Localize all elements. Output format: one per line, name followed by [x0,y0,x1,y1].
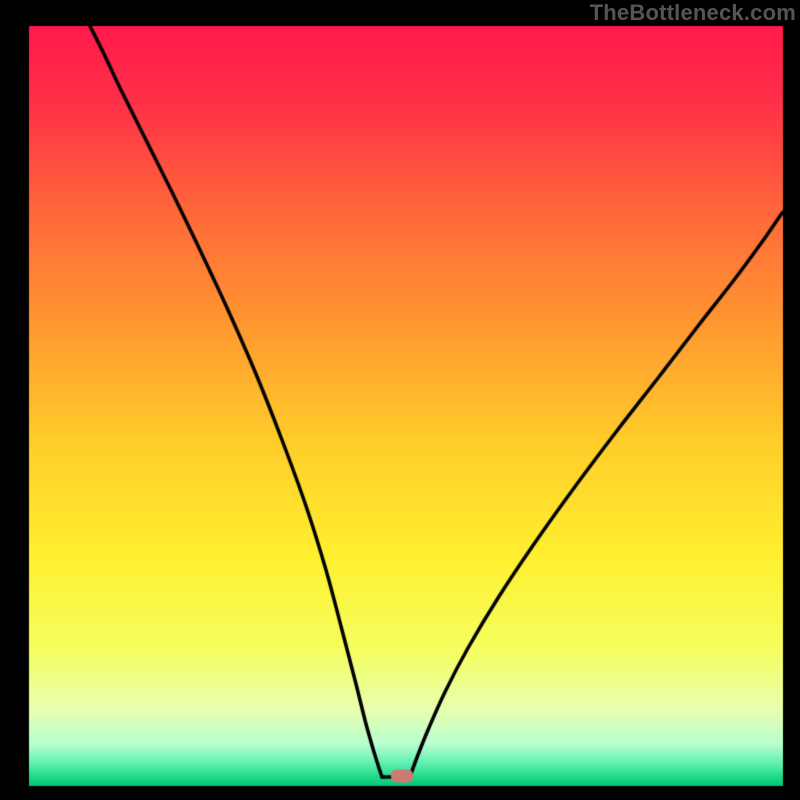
chart-stage: TheBottleneck.com [0,0,800,800]
watermark-label: TheBottleneck.com [590,0,796,26]
gradient-chart-canvas [0,0,800,800]
